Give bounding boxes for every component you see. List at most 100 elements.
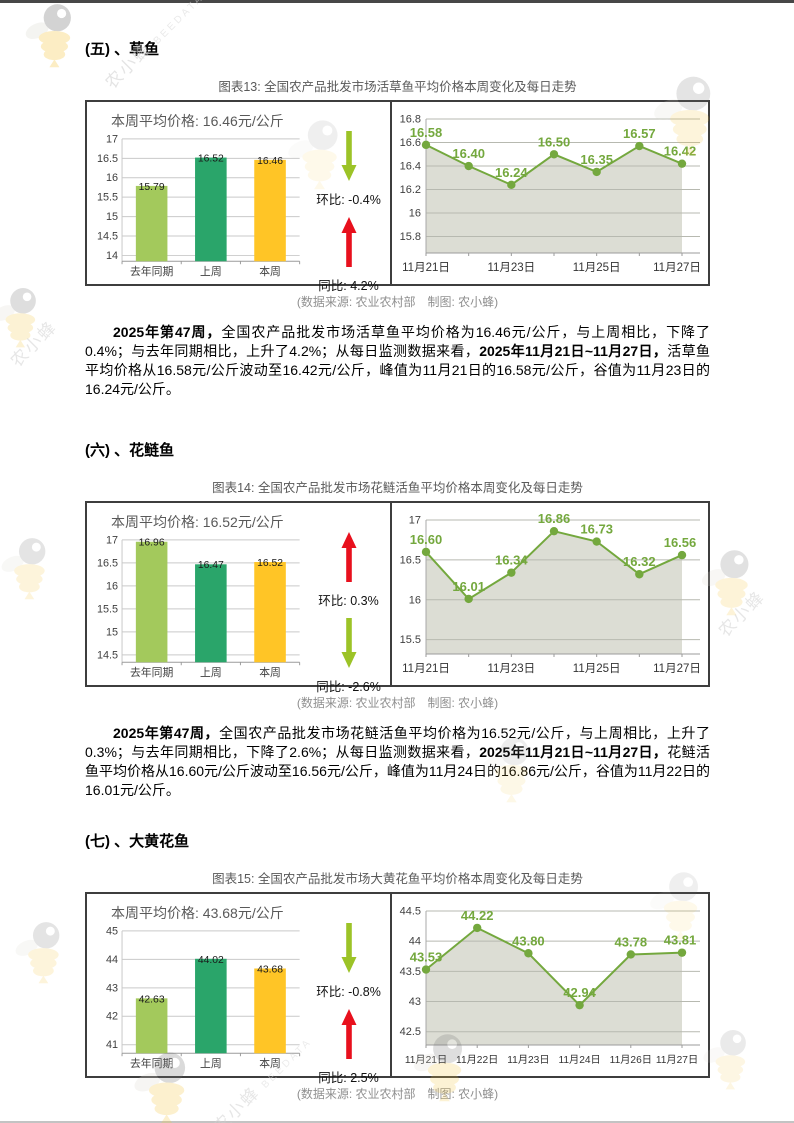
daily-line-panel: 15.5 16 16.5 17 16.60 16.01 16.34 16.86 16.73 16.… — [392, 503, 708, 685]
yoy-change: 同比: -2.6% — [316, 680, 381, 694]
svg-text:11月23日: 11月23日 — [487, 663, 535, 675]
wow-change: 环比: 0.3% — [318, 594, 379, 608]
svg-text:14: 14 — [106, 250, 118, 262]
svg-text:11月21日: 11月21日 — [402, 262, 450, 274]
section-heading-yellow-croaker: (七) 、大黄花鱼 — [85, 833, 190, 850]
svg-text:16.46: 16.46 — [257, 156, 283, 167]
svg-text:11月21日: 11月21日 — [402, 663, 450, 675]
svg-text:11月22日: 11月22日 — [456, 1054, 498, 1066]
figure-title: 图表14: 全国农产品批发市场花鲢活鱼平均价格本周变化及每日走势 — [212, 481, 583, 495]
bee-logo-icon — [14, 920, 70, 989]
svg-text:11月23日: 11月23日 — [507, 1054, 549, 1066]
svg-text:16.86: 16.86 — [538, 511, 571, 526]
svg-text:11月25日: 11月25日 — [573, 262, 621, 274]
weekly-average-price-label: 本周平均价格: 16.46元/公斤 — [111, 113, 284, 129]
svg-text:16.52: 16.52 — [257, 558, 283, 569]
daily-line-panel: 42.5 43 43.5 44 44.5 43.53 44.22 43.80 42.94 43.7… — [392, 894, 708, 1076]
svg-text:16.24: 16.24 — [495, 165, 528, 180]
svg-text:43.68: 43.68 — [257, 964, 283, 975]
weekly-average-price-label: 本周平均价格: 16.52元/公斤 — [111, 514, 284, 530]
analysis-paragraph: 2025年第47周，全国农产品批发市场活草鱼平均价格为16.46元/公斤，与上周… — [85, 324, 710, 397]
svg-text:14.5: 14.5 — [97, 230, 118, 242]
svg-text:17: 17 — [106, 133, 118, 145]
svg-text:16.56: 16.56 — [664, 535, 697, 550]
svg-text:44: 44 — [409, 936, 421, 948]
svg-text:16.5: 16.5 — [97, 153, 118, 165]
svg-text:16: 16 — [409, 594, 421, 606]
svg-text:43.53: 43.53 — [410, 950, 443, 965]
figure-13-chart-box: 本周平均价格: 16.46元/公斤 14 14.5 15 15.5 16 16.5 17 15… — [85, 100, 710, 293]
up-arrow-icon — [341, 532, 357, 587]
comparison-column: 环比: -0.4% 同比: 4.2% — [307, 131, 390, 294]
svg-text:15.5: 15.5 — [400, 634, 421, 646]
section-heading-bighead-carp: (六) 、花鲢鱼 — [85, 442, 175, 459]
svg-text:42.94: 42.94 — [563, 985, 596, 1000]
svg-text:42.63: 42.63 — [139, 994, 165, 1005]
weekly-price-bar-chart: 14.5 15 15.5 16 16.5 17 16.96 去年同期 16.47 上周 16.52 本… — [97, 534, 301, 679]
daily-price-line-chart: 15.5 16 16.5 17 16.60 16.01 16.34 16.86 16.73 16.… — [400, 511, 701, 675]
weekly-price-bar-chart: 14 14.5 15 15.5 16 16.5 17 15.79 去年同期 16.52 上周 16.4… — [97, 133, 301, 278]
svg-text:11月25日: 11月25日 — [573, 663, 621, 675]
svg-text:42: 42 — [106, 1011, 118, 1023]
svg-text:43.81: 43.81 — [664, 933, 697, 948]
daily-price-line-chart: 15.8 16 16.2 16.4 16.6 16.816.58 16.40 16.24 16.… — [400, 114, 701, 275]
svg-text:16.2: 16.2 — [400, 184, 421, 196]
watermark-brand-text: 农小蜂 — [7, 317, 61, 371]
svg-text:本周: 本周 — [259, 264, 281, 278]
figure-title: 图表13: 全国农产品批发市场活草鱼平均价格本周变化及每日走势 — [218, 80, 577, 94]
svg-text:44.5: 44.5 — [400, 906, 421, 918]
weekly-average-price-label: 本周平均价格: 43.68元/公斤 — [111, 905, 284, 921]
svg-text:16.42: 16.42 — [664, 144, 697, 159]
svg-text:15.8: 15.8 — [400, 231, 421, 243]
yoy-change: 同比: 2.5% — [318, 1071, 379, 1085]
svg-text:上周: 上周 — [200, 666, 222, 679]
wow-change: 环比: -0.8% — [316, 985, 381, 999]
svg-text:本周: 本周 — [259, 665, 281, 679]
svg-text:15: 15 — [106, 626, 118, 638]
down-arrow-icon — [341, 131, 357, 186]
down-arrow-icon — [341, 618, 357, 673]
daily-line-panel: 15.8 16 16.2 16.4 16.6 16.8 16.58 16.40 16.24 16.… — [392, 102, 708, 284]
svg-text:本周: 本周 — [259, 1056, 281, 1070]
svg-text:去年同期: 去年同期 — [130, 264, 174, 278]
figure-14-chart-box: 本周平均价格: 16.52元/公斤 14.5 15 15.5 16 16.5 17 16.9… — [85, 501, 710, 694]
bee-logo-icon — [24, 2, 82, 73]
weekly-bar-panel: 本周平均价格: 43.68元/公斤 41 42 43 44 45 42.63 去年同期 44.… — [87, 894, 392, 1085]
svg-text:44: 44 — [106, 954, 118, 966]
svg-text:44.22: 44.22 — [461, 908, 494, 923]
yoy-change: 同比: 4.2% — [318, 279, 379, 293]
svg-text:15.5: 15.5 — [97, 603, 118, 615]
svg-text:43.5: 43.5 — [400, 966, 421, 978]
comparison-column: 环比: -0.8% 同比: 2.5% — [307, 923, 390, 1086]
svg-text:16.5: 16.5 — [400, 554, 421, 566]
weekly-price-bar-chart: 41 42 43 44 45 42.63 去年同期 44.02 上周 43.68 本周 — [106, 925, 301, 1070]
svg-text:16: 16 — [409, 208, 421, 220]
svg-text:17: 17 — [106, 534, 118, 546]
svg-text:11月21日: 11月21日 — [405, 1054, 447, 1066]
watermark-brand-text: 农小蜂 — [715, 587, 769, 641]
svg-text:15: 15 — [106, 211, 118, 223]
svg-text:16.6: 16.6 — [400, 137, 421, 149]
svg-text:11月27日: 11月27日 — [656, 1054, 698, 1066]
svg-text:16.5: 16.5 — [97, 557, 118, 569]
svg-text:16: 16 — [106, 172, 118, 184]
svg-text:11月27日: 11月27日 — [653, 663, 701, 675]
svg-text:16.40: 16.40 — [452, 146, 485, 161]
svg-text:43.78: 43.78 — [615, 934, 648, 949]
svg-text:16.01: 16.01 — [452, 579, 485, 594]
svg-text:11月23日: 11月23日 — [487, 262, 535, 274]
svg-text:16.4: 16.4 — [400, 161, 421, 173]
svg-text:11月26日: 11月26日 — [610, 1054, 652, 1066]
svg-text:上周: 上周 — [200, 1057, 222, 1070]
document-content: (五) 、草鱼 图表13: 全国农产品批发市场活草鱼平均价格本周变化及每日走势 … — [85, 0, 710, 1102]
svg-text:16.57: 16.57 — [623, 126, 656, 141]
svg-text:17: 17 — [409, 515, 421, 527]
bee-logo-icon — [702, 1028, 756, 1095]
svg-text:16: 16 — [106, 580, 118, 592]
up-arrow-icon — [341, 217, 357, 272]
svg-text:16.47: 16.47 — [198, 560, 224, 571]
comparison-column: 环比: 0.3% 同比: -2.6% — [307, 532, 390, 695]
page-top-border — [0, 0, 794, 3]
svg-text:16.73: 16.73 — [580, 522, 613, 537]
